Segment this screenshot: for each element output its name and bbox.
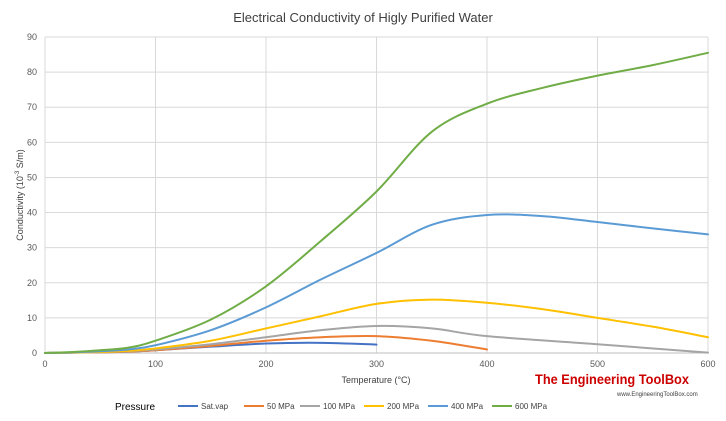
y-tick-label: 40 bbox=[27, 208, 37, 218]
y-tick-label: 60 bbox=[27, 137, 37, 147]
legend-label-sat-vap: Sat.vap bbox=[201, 402, 229, 411]
x-tick-label: 500 bbox=[590, 359, 605, 369]
y-axis-label: Conductivity (10-3 S/m) bbox=[15, 149, 25, 240]
x-axis-ticks: 0 100 200 300 400 500 600 bbox=[42, 359, 715, 369]
y-axis-ticks: 0 10 20 30 40 50 60 70 80 90 bbox=[27, 32, 37, 358]
y-tick-label: 50 bbox=[27, 172, 37, 182]
x-tick-label: 600 bbox=[700, 359, 715, 369]
gridlines bbox=[44, 36, 709, 353]
y-tick-label: 30 bbox=[27, 243, 37, 253]
chart-title: Electrical Conductivity of Higly Purifie… bbox=[233, 10, 493, 25]
x-tick-label: 0 bbox=[42, 359, 47, 369]
series-lines bbox=[44, 51, 709, 354]
engineering-toolbox-logo: The Engineering ToolBox www.EngineeringT… bbox=[535, 371, 698, 398]
series-line-600-mpa bbox=[44, 51, 709, 354]
series-line-400-mpa bbox=[44, 213, 709, 354]
y-tick-label: 80 bbox=[27, 67, 37, 77]
y-tick-label: 20 bbox=[27, 278, 37, 288]
x-tick-label: 300 bbox=[369, 359, 384, 369]
legend-label-100-mpa: 100 MPa bbox=[323, 402, 356, 411]
legend-title: Pressure bbox=[115, 402, 155, 413]
legend-label-400-mpa: 400 MPa bbox=[451, 402, 484, 411]
legend-label-50-mpa: 50 MPa bbox=[267, 402, 295, 411]
x-axis-label: Temperature (°C) bbox=[341, 375, 410, 385]
logo-url: www.EngineeringToolBox.com bbox=[616, 392, 698, 398]
y-tick-label: 70 bbox=[27, 102, 37, 112]
x-tick-label: 200 bbox=[258, 359, 273, 369]
legend-label-200-mpa: 200 MPa bbox=[387, 402, 420, 411]
x-tick-label: 400 bbox=[479, 359, 494, 369]
y-tick-label: 10 bbox=[27, 313, 37, 323]
legend-label-600-mpa: 600 MPa bbox=[515, 402, 548, 411]
x-tick-label: 100 bbox=[148, 359, 163, 369]
logo-text: The Engineering ToolBox bbox=[535, 371, 689, 387]
y-tick-label: 90 bbox=[27, 32, 37, 42]
y-tick-label: 0 bbox=[32, 348, 37, 358]
legend: Pressure Sat.vap 50 MPa 100 MPa 200 MPa 400 … bbox=[115, 402, 548, 413]
